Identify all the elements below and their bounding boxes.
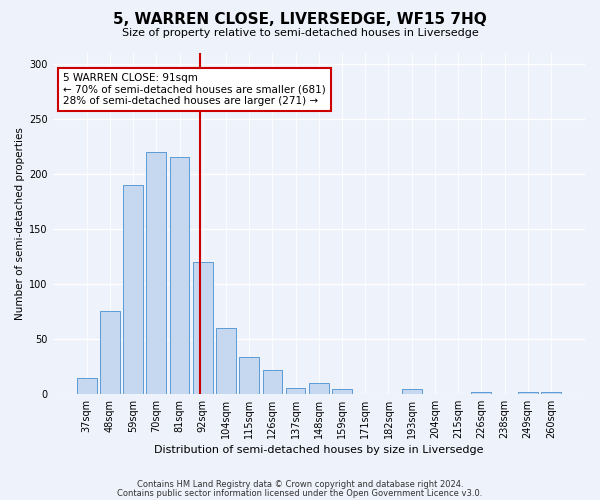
Y-axis label: Number of semi-detached properties: Number of semi-detached properties [15, 126, 25, 320]
Text: Contains public sector information licensed under the Open Government Licence v3: Contains public sector information licen… [118, 489, 482, 498]
Bar [472, 392, 491, 394]
Text: Contains HM Land Registry data © Crown copyright and database right 2024.: Contains HM Land Registry data © Crown c… [137, 480, 463, 489]
Bar [518, 392, 538, 394]
Bar [123, 184, 143, 394]
Bar [193, 262, 212, 394]
Bar [263, 370, 282, 394]
Bar [100, 311, 120, 394]
Bar [216, 328, 236, 394]
Bar [170, 157, 190, 394]
Bar [402, 390, 422, 394]
Bar [541, 392, 561, 394]
Text: Size of property relative to semi-detached houses in Liversedge: Size of property relative to semi-detach… [122, 28, 478, 38]
X-axis label: Distribution of semi-detached houses by size in Liversedge: Distribution of semi-detached houses by … [154, 445, 484, 455]
Text: 5 WARREN CLOSE: 91sqm
← 70% of semi-detached houses are smaller (681)
28% of sem: 5 WARREN CLOSE: 91sqm ← 70% of semi-deta… [63, 73, 326, 106]
Bar [332, 390, 352, 394]
Bar [77, 378, 97, 394]
Bar [146, 152, 166, 394]
Bar [239, 358, 259, 394]
Text: 5, WARREN CLOSE, LIVERSEDGE, WF15 7HQ: 5, WARREN CLOSE, LIVERSEDGE, WF15 7HQ [113, 12, 487, 28]
Bar [309, 383, 329, 394]
Bar [286, 388, 305, 394]
